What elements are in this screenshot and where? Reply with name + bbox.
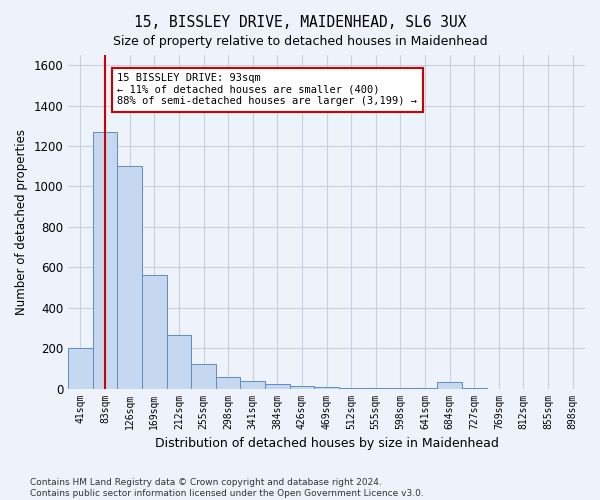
Text: Size of property relative to detached houses in Maidenhead: Size of property relative to detached ho… <box>113 35 487 48</box>
Bar <box>167 335 191 388</box>
Bar <box>191 364 216 388</box>
Bar <box>437 382 462 388</box>
Bar <box>216 378 241 388</box>
Y-axis label: Number of detached properties: Number of detached properties <box>15 129 28 315</box>
Bar <box>265 384 290 388</box>
Text: 15, BISSLEY DRIVE, MAIDENHEAD, SL6 3UX: 15, BISSLEY DRIVE, MAIDENHEAD, SL6 3UX <box>134 15 466 30</box>
Bar <box>241 382 265 388</box>
Bar <box>314 386 339 388</box>
Bar <box>142 276 167 388</box>
Text: 15 BISSLEY DRIVE: 93sqm
← 11% of detached houses are smaller (400)
88% of semi-d: 15 BISSLEY DRIVE: 93sqm ← 11% of detache… <box>118 73 418 106</box>
Text: Contains HM Land Registry data © Crown copyright and database right 2024.
Contai: Contains HM Land Registry data © Crown c… <box>30 478 424 498</box>
Bar <box>93 132 118 388</box>
Bar <box>118 166 142 388</box>
Bar <box>68 348 93 389</box>
Bar <box>290 386 314 388</box>
X-axis label: Distribution of detached houses by size in Maidenhead: Distribution of detached houses by size … <box>155 437 499 450</box>
